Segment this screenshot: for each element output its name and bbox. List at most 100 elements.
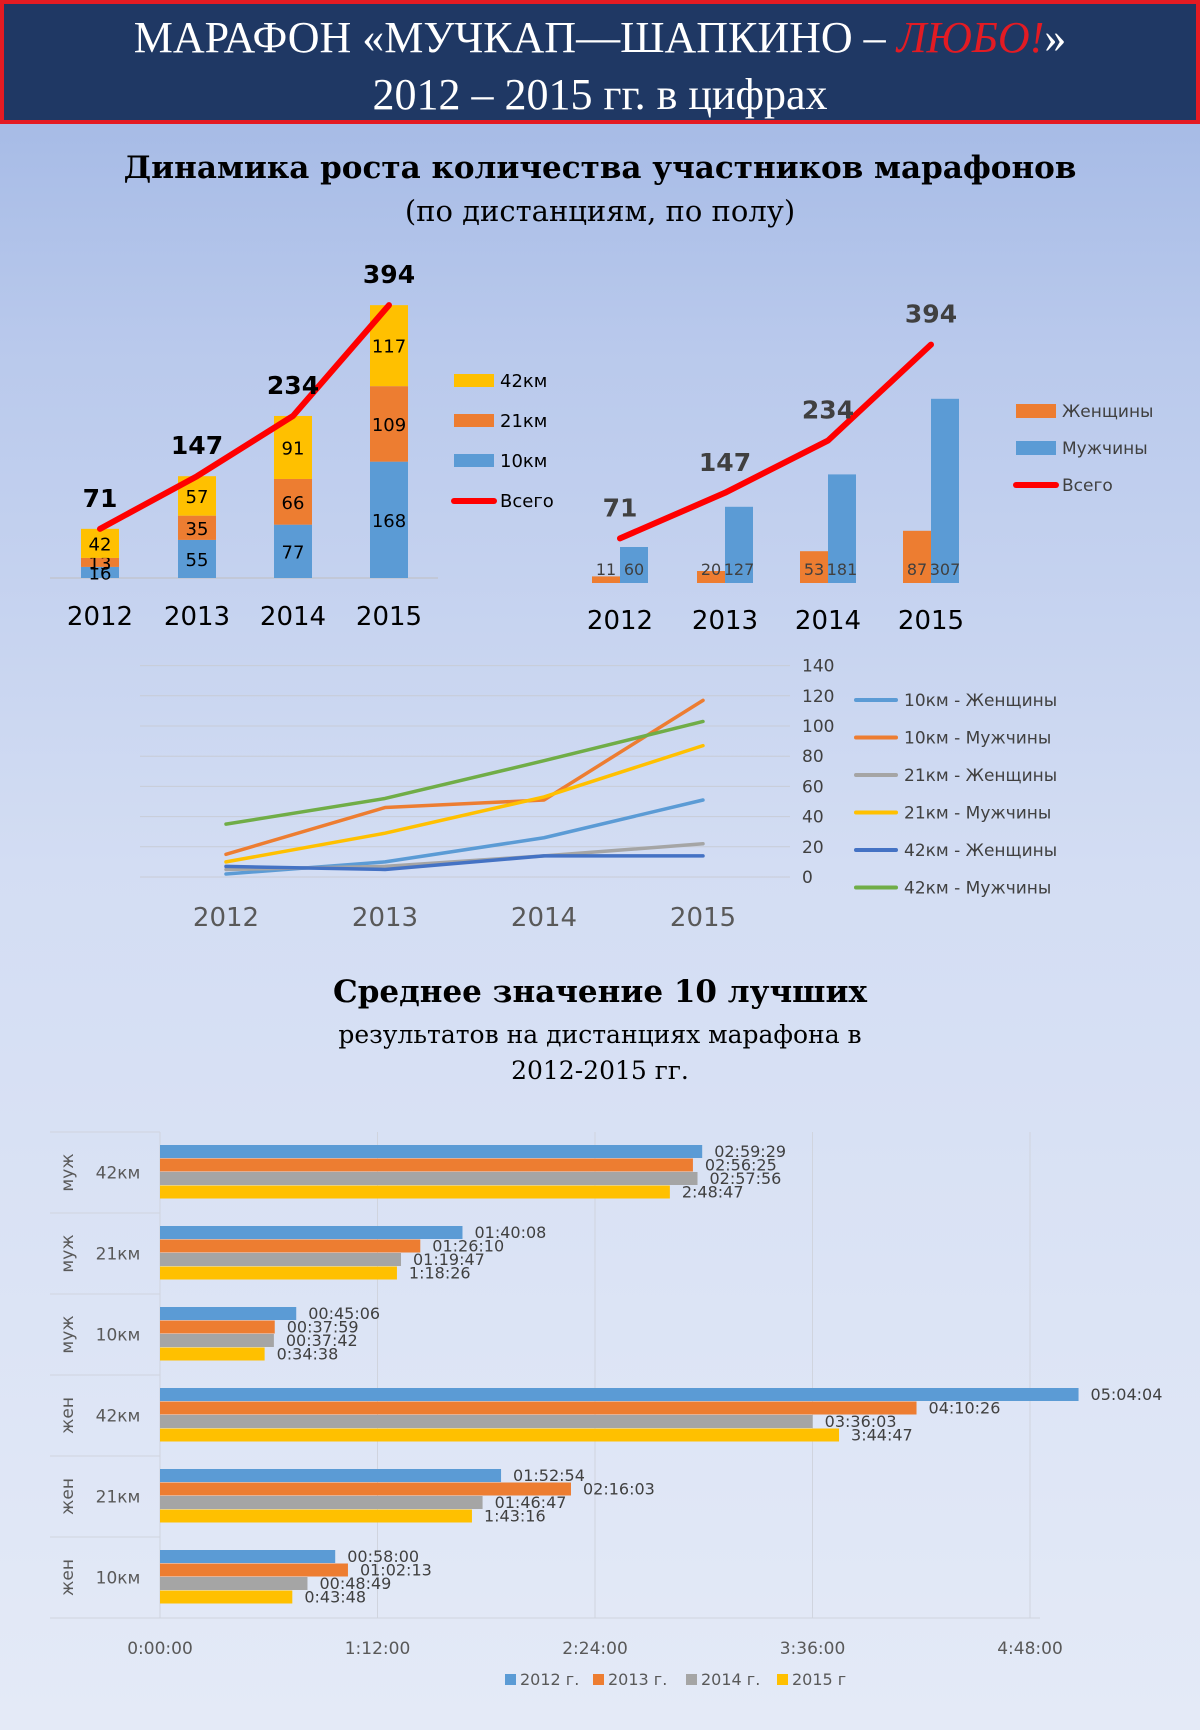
bar-label: 307	[930, 560, 961, 579]
gender-bar-chart: 11 60 2012 20 127 2013 53 181 2014 87 307 2015 71 147…	[587, 300, 1154, 636]
x-tick-label: 2015	[670, 903, 736, 933]
banner-title-line1: МАРАФОН «МУЧКАП—ШАПКИНО – ЛЮБО!»	[4, 12, 1196, 64]
gender-label: муж	[58, 1234, 78, 1272]
bar-segment-10км-2013	[178, 539, 216, 578]
x-tick-label: 2015	[356, 602, 422, 632]
hbar-label: 1:18:26	[409, 1264, 471, 1283]
y-tick-label: 40	[802, 808, 824, 828]
hbar-муж-10км-3	[160, 1347, 265, 1361]
bar-label: 35	[186, 519, 209, 540]
bar-segment-21км-2012	[81, 557, 119, 567]
legend-label: 10км	[500, 451, 547, 472]
line-chart: 0 20 40 60 80 100 120 140 2012 2013 2014 2015 10км -…	[140, 657, 1057, 933]
bar-label: 66	[282, 493, 305, 514]
legend-label: 42км - Мужчины	[904, 879, 1051, 899]
section2-title: Среднее значение 10 лучших	[333, 974, 867, 1010]
legend-swatch	[505, 1674, 516, 1685]
bar-label: 57	[186, 487, 209, 508]
series-line-42км - Женщины	[224, 854, 705, 872]
legend-swatch	[593, 1674, 604, 1685]
hbar-label: 2:48:47	[682, 1183, 744, 1202]
y-tick-label: 140	[802, 657, 834, 677]
x-tick-label: 2:24:00	[562, 1639, 628, 1659]
total-line	[617, 341, 934, 542]
bar-label: 53	[804, 560, 824, 579]
section1-title: Динамика роста количества участников мар…	[123, 150, 1077, 186]
hbar-муж-21км-1	[160, 1239, 421, 1253]
y-tick-label: 120	[802, 687, 834, 707]
hbar-label: 00:37:59	[287, 1318, 359, 1337]
hbar-label: 02:59:29	[714, 1142, 786, 1161]
legend-label: Мужчины	[1062, 439, 1148, 459]
total-label: 394	[363, 260, 415, 289]
hbar-муж-10км-2	[160, 1334, 274, 1347]
x-tick-label: 2013	[692, 606, 758, 636]
x-tick-label: 4:48:00	[997, 1639, 1063, 1659]
hbar-label: 1:43:16	[484, 1507, 546, 1526]
bar-Женщины-2014	[800, 551, 828, 583]
legend-label: 10км - Женщины	[904, 691, 1057, 711]
bar-label: 11	[596, 560, 616, 579]
x-tick-label: 2014	[260, 602, 326, 632]
gender-label: жен	[58, 1397, 78, 1434]
banner-title-line2: 2012 – 2015 гг. в цифрах	[372, 70, 828, 119]
section2-subtitle-line1: результатов на дистанциях марафона в	[338, 1020, 862, 1049]
hbar-муж-21км-2	[160, 1253, 402, 1266]
distance-label: 42км	[96, 1164, 141, 1184]
bar-label: 42	[89, 534, 112, 555]
legend-swatch	[777, 1674, 788, 1685]
bar-label: 13	[89, 553, 112, 574]
bar-segment-10км-2015	[370, 461, 408, 578]
hbar-муж-21км-0	[160, 1226, 463, 1239]
y-tick-label: 20	[802, 838, 824, 858]
legend-label: Женщины	[1062, 402, 1153, 422]
distance-label: 21км	[96, 1245, 141, 1265]
legend-label: 10км - Мужчины	[904, 729, 1051, 749]
legend-swatch	[454, 374, 494, 387]
bar-label: 16	[89, 563, 112, 584]
total-label: 71	[83, 484, 118, 513]
hbar-муж-10км-1	[160, 1320, 275, 1334]
hbar-label: 00:37:42	[286, 1331, 358, 1350]
series-line-42км - Мужчины	[224, 719, 705, 826]
bar-label: 181	[827, 560, 858, 579]
y-tick-label: 60	[802, 777, 824, 797]
hbar-label: 02:57:56	[710, 1169, 782, 1188]
hbar-муж-42км-1	[160, 1158, 693, 1172]
legend-label: 42км	[500, 371, 547, 392]
total-label: 147	[699, 448, 751, 477]
hbar-label: 02:56:25	[705, 1156, 777, 1175]
gender-label: муж	[58, 1153, 78, 1191]
total-label: 234	[802, 396, 854, 425]
hbar-label: 03:36:03	[825, 1412, 897, 1431]
gender-label: муж	[58, 1315, 78, 1353]
total-label: 71	[603, 493, 638, 522]
hbar-муж-42км-0	[160, 1145, 703, 1158]
x-tick-label: 2012	[587, 606, 653, 636]
bar-label: 117	[372, 337, 406, 358]
banner-title-suffix: »	[1044, 13, 1067, 62]
gender-label: жен	[58, 1559, 78, 1596]
title-banner: МАРАФОН «МУЧКАП—ШАПКИНО – ЛЮБО!» 2012 – …	[0, 0, 1200, 124]
bar-label: 168	[372, 511, 406, 532]
total-label: 234	[267, 371, 319, 400]
bar-label: 77	[282, 542, 305, 563]
hbar-жен-21км-3	[160, 1509, 472, 1523]
hbar-жен-42км-0	[160, 1388, 1079, 1401]
hbar-label: 05:04:04	[1091, 1385, 1163, 1404]
bar-segment-21км-2014	[274, 478, 312, 525]
x-tick-label: 2014	[511, 903, 577, 933]
x-tick-label: 2012	[193, 903, 259, 933]
hbar-муж-21км-3	[160, 1266, 397, 1280]
total-label: 394	[905, 300, 957, 329]
bar-Женщины-2013	[697, 571, 725, 583]
hbar-жен-21км-2	[160, 1496, 483, 1509]
bar-Мужчины-2012	[620, 547, 648, 583]
legend-label: 42км - Женщины	[904, 841, 1057, 861]
hbar-label: 3:44:47	[851, 1426, 913, 1445]
series-line-10км - Мужчины	[224, 698, 705, 857]
bar-segment-21км-2015	[370, 386, 408, 462]
hbar-муж-10км-0	[160, 1307, 297, 1320]
total-line	[97, 302, 392, 532]
hbar-жен-21км-1	[160, 1482, 571, 1496]
